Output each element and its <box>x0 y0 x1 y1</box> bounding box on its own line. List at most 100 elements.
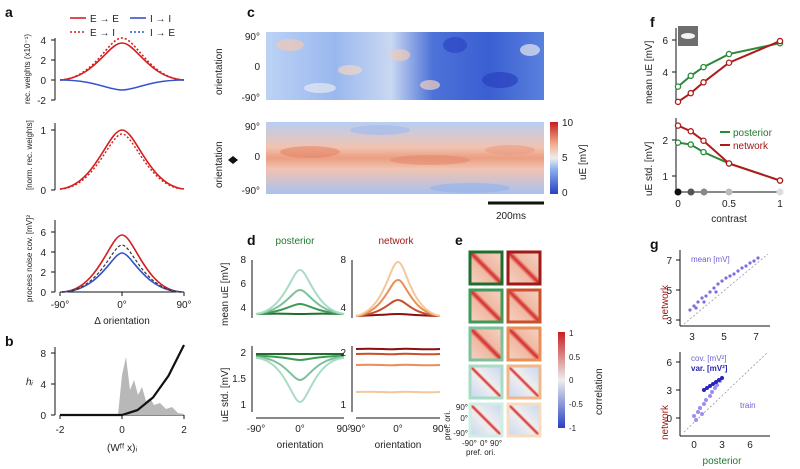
g-ytick-top: 7 <box>666 256 672 267</box>
panel-d-label: d <box>247 232 256 248</box>
f-ytick: 6 <box>662 36 668 47</box>
e-cbar-tick: 0 <box>569 376 574 385</box>
b-xtick: 0 <box>119 425 125 436</box>
e-cbar-tick: -0.5 <box>569 400 583 409</box>
g-xtick-top: 7 <box>753 332 759 343</box>
g-bottom-legend-cov: cov. [mV²] <box>691 354 726 363</box>
e-axis-label-x: pref. ori. <box>466 448 495 457</box>
c-cbar-tick: 0 <box>562 188 568 199</box>
a-ytick: 6 <box>40 228 46 239</box>
panel-g-label: g <box>650 236 659 252</box>
g-ytick-bottom: 3 <box>666 386 672 397</box>
c-cbar-tick: 10 <box>562 118 574 129</box>
data-point-network <box>725 59 733 66</box>
data-point-network <box>700 79 707 86</box>
f-ytick: 4 <box>662 68 668 79</box>
data-point-posterior <box>725 50 733 58</box>
g-xtick-bottom: 3 <box>719 440 725 451</box>
g-ylabel-top: network <box>660 284 671 320</box>
panel-e-label: e <box>455 232 463 248</box>
f-top-series <box>674 37 784 106</box>
a-ytick: 0 <box>40 186 46 197</box>
d-ytick: 8 <box>240 255 246 266</box>
d-ytick: 2 <box>240 348 246 359</box>
e-tick: -90° <box>453 429 468 438</box>
b-xtick: 2 <box>181 425 187 436</box>
data-point-posterior <box>700 148 707 156</box>
data-point-posterior <box>700 63 707 71</box>
g-xlabel: posterior <box>703 456 743 467</box>
data-point-network <box>700 137 707 144</box>
g-ytick-top: 5 <box>666 286 672 297</box>
f-bottom-series <box>674 122 784 184</box>
d-ytick: 4 <box>340 303 346 314</box>
f-legend-network: network <box>733 141 769 152</box>
data-point-posterior <box>687 141 695 148</box>
panel-a-middle-plot: 1 0 [norm. rec. weights] <box>25 120 185 197</box>
a-xtick: 90° <box>176 300 191 311</box>
e-cbar-tick: -1 <box>569 424 577 433</box>
panel-a-label: a <box>5 4 13 20</box>
panel-f-plots: 6 4 mean uE [mV] 2 1 uE std. [mV] poster… <box>644 26 784 225</box>
d-ytick: 6 <box>240 279 246 290</box>
g-bottom-legend-var: var. [mV²] <box>691 364 728 373</box>
g-top-legend: mean [mV] <box>691 255 730 264</box>
panel-b-plot: 8 4 0 hᵢ -2 0 2 (Wᶠᶠ x)ᵢ <box>26 344 187 454</box>
e-tick: 0° <box>480 439 488 448</box>
e-axis-label-y: pref. ori. <box>443 411 452 440</box>
legend-ei: E → I <box>90 28 115 39</box>
panel-d-plots: posterior network 8 6 4 mean uE [mV] 8 4… <box>220 236 448 451</box>
d-xlabel: orientation <box>277 440 324 451</box>
c-ytick: 0 <box>254 152 260 163</box>
a-ytick: 0 <box>40 76 46 87</box>
f-ylabel-top: mean uE [mV] <box>644 40 655 104</box>
d-xlabel: orientation <box>375 440 422 451</box>
b-xtick: -2 <box>56 425 65 436</box>
panel-g-plots: network 7 5 3 3 5 7 mean [mV] network 6 … <box>660 250 770 467</box>
data-point-network <box>725 160 733 167</box>
d-xtick: -90° <box>247 424 265 435</box>
d-ytick: 1 <box>240 400 246 411</box>
c-cbar-tick: 5 <box>562 153 568 164</box>
c-ytick: -90° <box>242 93 260 104</box>
a-xtick: -90° <box>51 300 69 311</box>
data-point-network <box>687 89 695 97</box>
a-ylabel-bottom: process noise cov. [mV]² <box>25 215 34 302</box>
a-ytick: 2 <box>40 56 46 67</box>
data-point-network <box>687 128 695 135</box>
a-ytick: 2 <box>40 268 46 279</box>
g-xtick-bottom: 6 <box>747 440 753 451</box>
d-xtick: 0° <box>295 424 305 435</box>
panel-f-label: f <box>650 14 655 30</box>
a-ytick: 4 <box>40 248 46 259</box>
data-point-posterior <box>674 83 682 90</box>
c-ytick: 90° <box>245 122 260 133</box>
c-ytick: 90° <box>245 32 260 43</box>
stimulus-marker-icon <box>228 156 238 164</box>
g-ylabel-bottom: network <box>660 404 671 440</box>
a-ylabel-middle: [norm. rec. weights] <box>25 120 34 190</box>
c-ytick: -90° <box>242 186 260 197</box>
g-xtick-top: 3 <box>689 332 695 343</box>
legend-ee: E → E <box>90 14 119 25</box>
panel-a-top-plot: E → E I → I E → I I → E 4 2 0 -2 rec. we… <box>23 14 185 107</box>
c-ytick: 0 <box>254 62 260 73</box>
a-xtick: 0° <box>117 300 127 311</box>
f-xtick: 0.5 <box>722 199 736 210</box>
a-ytick: -2 <box>37 96 46 107</box>
f-ylabel-bottom: uE std. [mV] <box>644 141 655 196</box>
d-ytick: 8 <box>340 255 346 266</box>
data-point-network <box>776 37 784 45</box>
a-ytick: 0 <box>40 288 46 299</box>
e-cbar-tick: 1 <box>569 329 574 338</box>
g-ytick-top: 3 <box>666 316 672 327</box>
legend-ii: I → I <box>150 14 171 25</box>
series-line-h <box>60 344 185 417</box>
g-xtick-bottom: 0 <box>691 440 697 451</box>
a-ytick: 4 <box>40 36 46 47</box>
e-tick: 0° <box>460 414 468 423</box>
f-xtick: 0 <box>675 199 681 210</box>
e-tick: -90° <box>462 439 477 448</box>
f-ytick: 1 <box>662 172 668 183</box>
e-colorbar <box>558 332 565 428</box>
